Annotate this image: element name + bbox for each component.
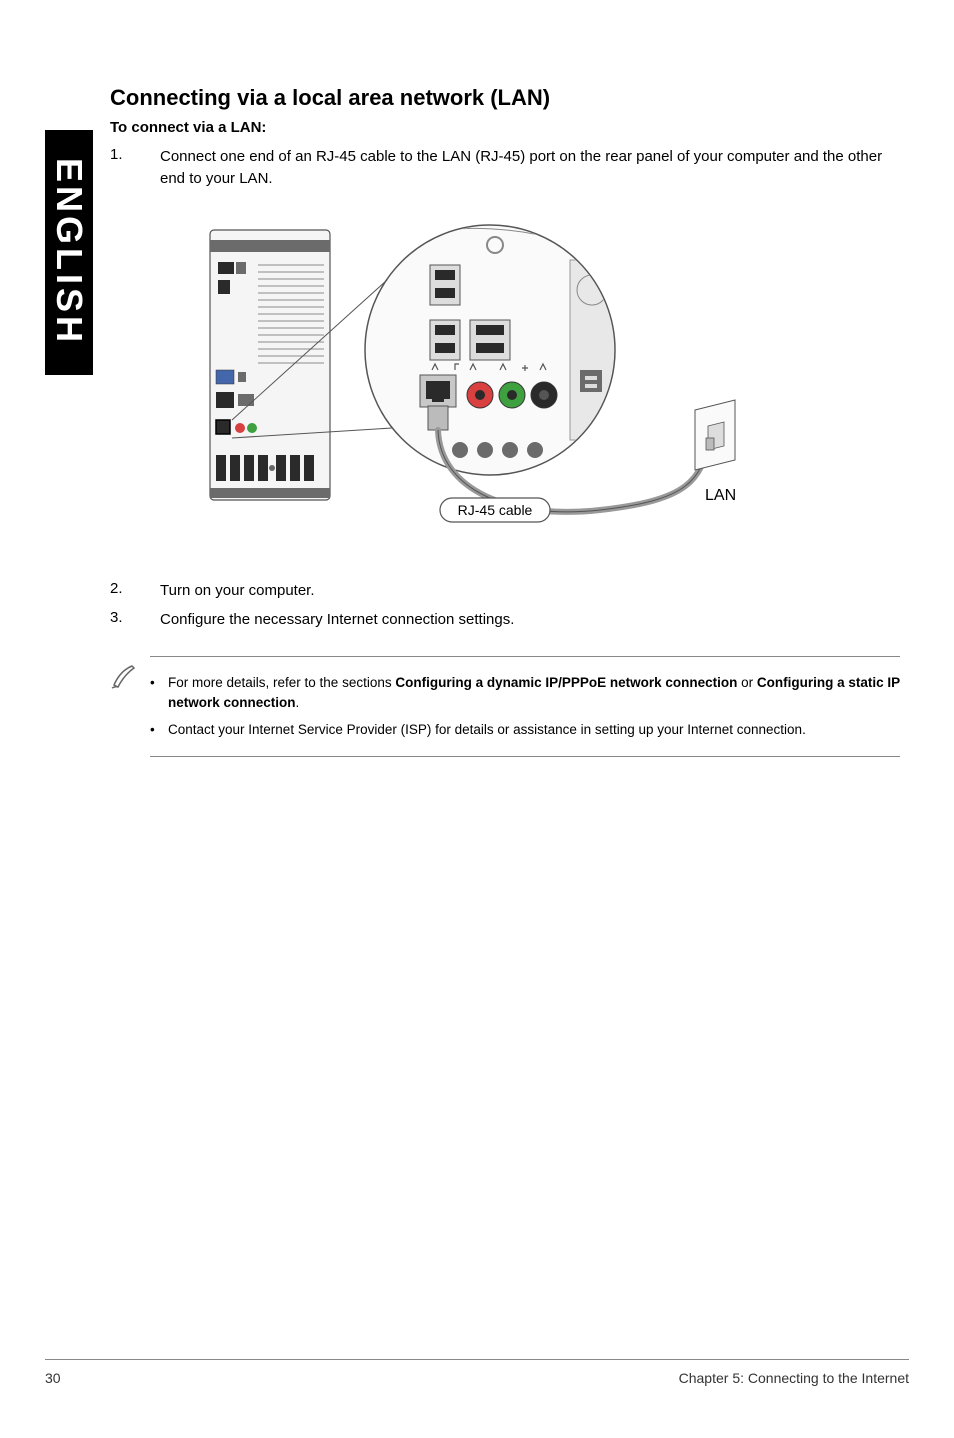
page-footer: 30 Chapter 5: Connecting to the Internet — [45, 1359, 909, 1386]
step-1: 1. Connect one end of an RJ-45 cable to … — [110, 146, 900, 190]
step-text: Turn on your computer. — [160, 580, 315, 602]
wall-jack-icon — [695, 400, 735, 470]
step-number: 3. — [110, 609, 160, 631]
connection-diagram: RJ-45 cable LAN — [160, 210, 760, 540]
bullet-icon: • — [150, 673, 168, 714]
bullet-icon: • — [150, 720, 168, 740]
computer-rear-icon — [210, 230, 330, 500]
language-tab: ENGLISH — [45, 130, 93, 375]
note-item-1: • For more details, refer to the section… — [150, 673, 900, 714]
note-item-2: • Contact your Internet Service Provider… — [150, 720, 900, 740]
svg-text:RJ-45 cable: RJ-45 cable — [458, 502, 533, 518]
note-text: For more details, refer to the sections … — [168, 673, 900, 714]
step-3: 3. Configure the necessary Internet conn… — [110, 609, 900, 631]
page-number: 30 — [45, 1370, 61, 1386]
note-content: • For more details, refer to the section… — [150, 656, 900, 757]
step-number: 2. — [110, 580, 160, 602]
step-2: 2. Turn on your computer. — [110, 580, 900, 602]
note-pen-icon — [110, 661, 150, 696]
chapter-label: Chapter 5: Connecting to the Internet — [679, 1370, 909, 1386]
section-title: Connecting via a local area network (LAN… — [110, 85, 900, 111]
note-block: • For more details, refer to the section… — [110, 656, 900, 757]
main-content: Connecting via a local area network (LAN… — [110, 85, 900, 757]
lan-label: LAN — [705, 487, 736, 504]
sub-heading: To connect via a LAN: — [110, 119, 900, 136]
step-text: Connect one end of an RJ-45 cable to the… — [160, 146, 900, 190]
cable-label: RJ-45 cable — [440, 498, 550, 522]
note-text: Contact your Internet Service Provider (… — [168, 720, 806, 740]
step-text: Configure the necessary Internet connect… — [160, 609, 514, 631]
step-number: 1. — [110, 146, 160, 190]
